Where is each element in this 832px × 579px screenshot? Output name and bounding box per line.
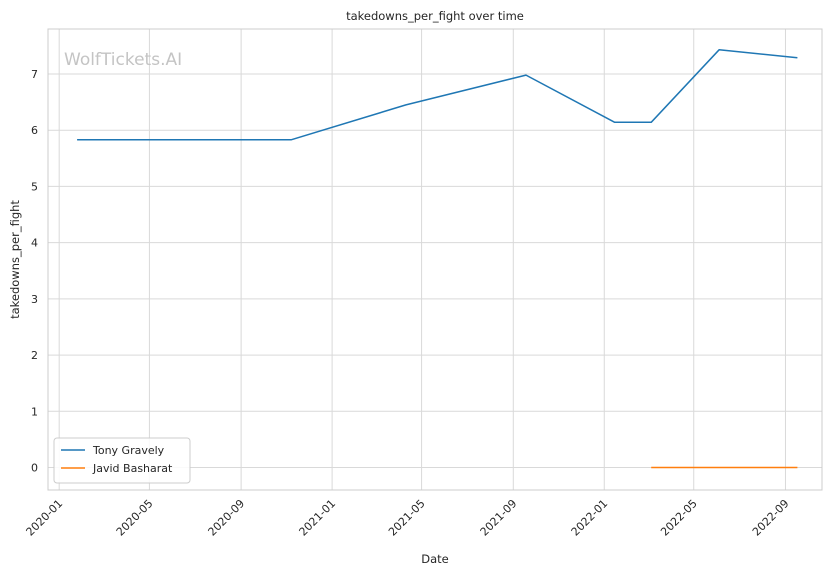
legend-label: Tony Gravely bbox=[92, 444, 165, 457]
watermark: WolfTickets.AI bbox=[64, 50, 182, 70]
x-tick-label: 2021-09 bbox=[478, 497, 520, 539]
y-tick-label: 2 bbox=[31, 349, 38, 362]
series-layer bbox=[77, 49, 798, 469]
y-tick-label: 0 bbox=[31, 462, 38, 475]
x-tick-label: 2021-05 bbox=[386, 497, 428, 539]
series-line bbox=[77, 49, 798, 141]
chart-title: takedowns_per_fight over time bbox=[346, 9, 524, 23]
x-tick-label: 2022-01 bbox=[569, 497, 611, 539]
y-tick-label: 6 bbox=[31, 124, 38, 137]
plot-frame bbox=[47, 28, 823, 491]
x-tick-label: 2022-05 bbox=[658, 497, 700, 539]
x-tick-label: 2021-01 bbox=[297, 497, 339, 539]
x-tick-label: 2020-09 bbox=[206, 497, 248, 539]
x-axis-title: Date bbox=[421, 552, 449, 566]
x-tick-label: 2020-05 bbox=[114, 497, 156, 539]
y-axis-ticks: 0 1 2 3 4 5 6 7 bbox=[31, 68, 38, 475]
y-tick-label: 7 bbox=[31, 68, 38, 81]
y-axis-title: takedowns_per_fight bbox=[8, 200, 22, 319]
grid bbox=[48, 29, 822, 490]
y-tick-label: 4 bbox=[31, 237, 38, 250]
y-tick-label: 1 bbox=[31, 405, 38, 418]
y-tick-label: 3 bbox=[31, 293, 38, 306]
legend-box bbox=[53, 437, 191, 484]
legend: Tony Gravely Javid Basharat bbox=[53, 437, 191, 484]
y-tick-label: 5 bbox=[31, 180, 38, 193]
x-tick-label: 2022-09 bbox=[750, 497, 792, 539]
x-axis-ticks: 2020-01 2020-05 2020-09 2021-01 2021-05 2021-… bbox=[24, 497, 792, 539]
x-tick-label: 2020-01 bbox=[24, 497, 66, 539]
legend-label: Javid Basharat bbox=[92, 462, 173, 475]
